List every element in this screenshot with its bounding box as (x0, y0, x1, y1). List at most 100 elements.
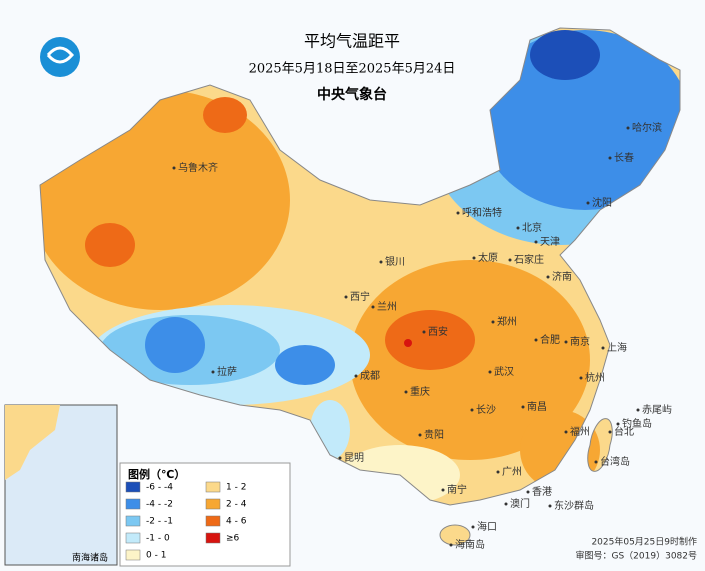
city-dot (211, 370, 215, 374)
city-label: 上海 (607, 341, 627, 354)
agency: 中央气象台 (317, 86, 387, 103)
legend-label: -2 - -1 (146, 517, 173, 527)
city-dot (488, 370, 492, 374)
city-dot (548, 504, 552, 508)
city-dot (441, 488, 445, 492)
city-dot (579, 376, 583, 380)
city-label: 乌鲁木齐 (178, 161, 218, 174)
city-label: 合肥 (540, 333, 560, 346)
city-label: 拉萨 (217, 365, 237, 378)
city-dot (496, 470, 500, 474)
title: 平均气温距平 (304, 32, 400, 51)
city-dot (379, 260, 383, 264)
city-label: 兰州 (377, 300, 397, 313)
city-label: 昆明 (344, 452, 364, 464)
city-label: 呼和浩特 (462, 207, 502, 219)
inset: 南海诸岛 (4, 404, 118, 566)
city-dot (608, 430, 612, 434)
city-label: 南京 (570, 335, 590, 348)
city-label: 贵阳 (424, 428, 444, 441)
city-label: 武汉 (494, 365, 514, 378)
city-dot (449, 543, 453, 547)
city-dot (344, 295, 348, 299)
city-dot (516, 226, 520, 230)
city-dot (354, 374, 358, 378)
city-label: 海口 (477, 520, 497, 533)
city-dot (608, 156, 612, 160)
city-dot (534, 338, 538, 342)
city-label: 长春 (614, 152, 634, 164)
city-dot (526, 490, 530, 494)
city-label: 南宁 (447, 483, 467, 496)
city-dot (491, 320, 495, 324)
city-label: 长沙 (476, 404, 496, 416)
city-dot (338, 456, 342, 460)
city-label: 香港 (532, 486, 552, 498)
city-dot (601, 346, 605, 350)
legend-swatch (205, 515, 221, 527)
city-label: 成都 (360, 370, 380, 382)
footer-approval: 审图号：GS（2019）3082号 (576, 550, 698, 562)
city-dot (636, 408, 640, 412)
city-dot (404, 390, 408, 394)
city-dot (470, 408, 474, 412)
footer-made: 2025年05月25日9时制作 (591, 536, 697, 548)
city-label: 台湾岛 (600, 455, 630, 468)
legend-swatch (125, 532, 141, 544)
legend-swatch (125, 481, 141, 493)
city-label: 海南岛 (455, 538, 485, 551)
city-label: 济南 (552, 270, 572, 283)
city-label: 西安 (428, 325, 448, 338)
city-dot (586, 201, 590, 205)
legend-swatch (205, 498, 221, 510)
city-label: 澳门 (510, 497, 530, 510)
legend-swatch (125, 498, 141, 510)
city-dot (471, 525, 475, 529)
city-label: 重庆 (410, 385, 430, 398)
city-label: 南昌 (527, 400, 547, 413)
city-dot (546, 275, 550, 279)
date-range: 2025年5月18日至2025年5月24日 (249, 62, 456, 77)
city-label: 福州 (570, 425, 590, 438)
city-label: 沈阳 (592, 196, 612, 209)
city-dot (564, 430, 568, 434)
legend-label: -4 - -2 (146, 500, 173, 510)
city-dot (616, 422, 620, 426)
city-label: 杭州 (585, 371, 605, 384)
legend-label: ≥6 (226, 534, 240, 544)
city-label: 广州 (502, 466, 522, 478)
city-dot (594, 460, 598, 464)
city-dot (534, 240, 538, 244)
city-label: 天津 (540, 236, 560, 248)
city-label: 北京 (522, 221, 542, 234)
city-label: 东沙群岛 (554, 499, 594, 512)
city-label: 太原 (478, 251, 498, 264)
inset-label: 南海诸岛 (72, 552, 108, 564)
city-label: 哈尔滨 (632, 121, 662, 134)
city-label: 郑州 (497, 315, 517, 328)
legend-label: 4 - 6 (226, 517, 247, 527)
city-dot (418, 433, 422, 437)
legend-swatch (205, 532, 221, 544)
city-dot (508, 258, 512, 262)
city-dot (456, 211, 460, 215)
city-dot (564, 340, 568, 344)
city-dot (371, 305, 375, 309)
legend-label: 0 - 1 (146, 551, 166, 561)
city-dot (504, 502, 508, 506)
city-label: 赤尾屿 (642, 404, 672, 416)
legend-swatch (205, 481, 221, 493)
legend-label: -1 - 0 (146, 534, 170, 544)
city-label: 银川 (385, 255, 405, 268)
city-dot (472, 256, 476, 260)
city-dot (422, 330, 426, 334)
logo (40, 37, 80, 77)
legend-label: 2 - 4 (226, 500, 247, 510)
city-label: 台北 (614, 425, 634, 438)
legend-label: 1 - 2 (226, 483, 246, 493)
legend-label: -6 - -4 (146, 483, 173, 493)
city-dot (172, 166, 176, 170)
legend-swatch (125, 515, 141, 527)
